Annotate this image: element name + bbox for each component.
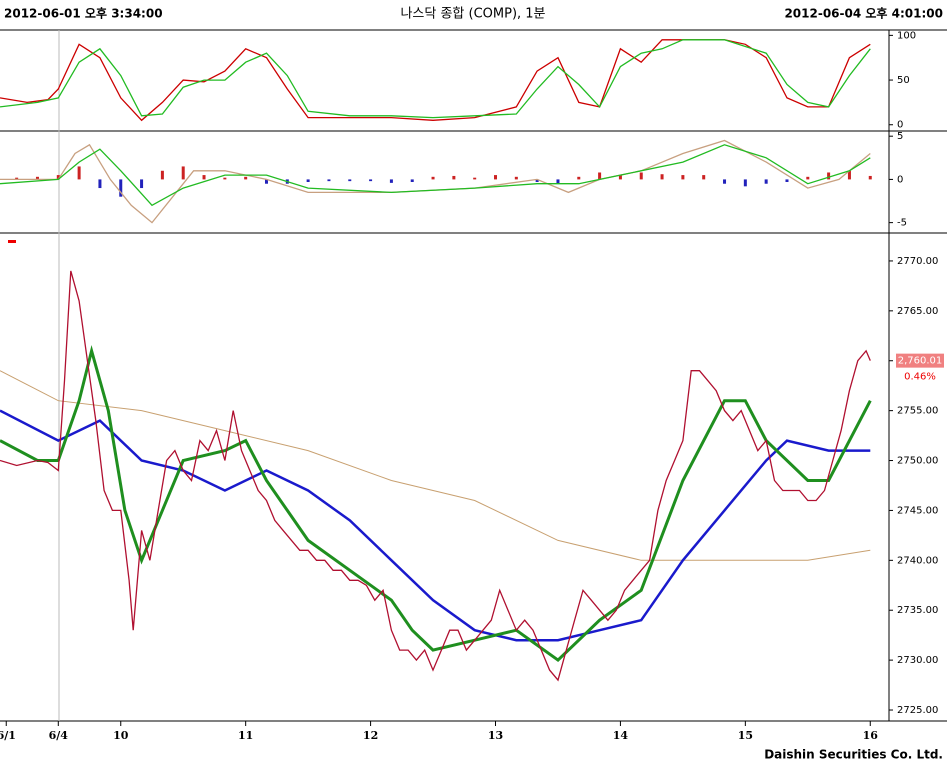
histogram-bar bbox=[806, 176, 810, 180]
line-series bbox=[0, 270, 871, 682]
line-series bbox=[0, 409, 871, 642]
histogram-bar bbox=[473, 177, 477, 180]
histogram-bar bbox=[452, 175, 456, 180]
x-tick-label: 10 bbox=[113, 729, 129, 742]
y-tick-label: 100 bbox=[897, 30, 916, 41]
y-tick-label: 2730.00 bbox=[897, 655, 938, 666]
line-series bbox=[0, 139, 871, 224]
y-tick-label: 2770.00 bbox=[897, 256, 938, 267]
histogram-bar bbox=[389, 179, 393, 183]
start-time: 2012-06-01 오후 3:34:00 bbox=[4, 6, 163, 21]
histogram-bar bbox=[223, 177, 227, 180]
x-tick-label: 16 bbox=[863, 729, 879, 742]
histogram-bar bbox=[56, 175, 60, 180]
histogram-bar bbox=[410, 179, 414, 182]
footer: Daishin Securities Co. Ltd. bbox=[764, 748, 943, 762]
histogram-bar bbox=[702, 175, 706, 180]
line-series bbox=[0, 144, 871, 207]
histogram-bar bbox=[98, 179, 102, 189]
histogram-bar bbox=[494, 175, 498, 180]
histogram-bar bbox=[743, 179, 747, 187]
histogram-bar bbox=[514, 176, 518, 180]
last-price-label: 2,760.01 bbox=[898, 356, 943, 367]
histogram-bar bbox=[431, 176, 435, 180]
histogram-bar bbox=[119, 179, 123, 197]
last-price-box bbox=[896, 353, 944, 368]
histogram-bar bbox=[577, 176, 581, 180]
histogram-bar bbox=[681, 175, 685, 180]
histogram-bar bbox=[140, 179, 144, 189]
line-series bbox=[0, 344, 872, 663]
histogram-bar bbox=[327, 179, 331, 182]
line-series bbox=[0, 39, 871, 119]
histogram-bar bbox=[535, 179, 539, 182]
y-tick-label: 5 bbox=[897, 131, 903, 142]
y-tick-label: 0 bbox=[897, 174, 903, 185]
x-tick-label: 13 bbox=[488, 729, 503, 742]
y-tick-label: 50 bbox=[897, 75, 910, 86]
histogram-bar bbox=[868, 175, 872, 180]
histogram-bar bbox=[847, 170, 851, 180]
y-tick-label: 2745.00 bbox=[897, 505, 938, 516]
histogram-bar bbox=[369, 179, 373, 182]
histogram-bar bbox=[348, 179, 352, 182]
histogram-bar bbox=[15, 177, 19, 180]
x-tick-label: 12 bbox=[363, 729, 378, 742]
histogram-bar bbox=[264, 179, 268, 184]
histogram-bar bbox=[77, 166, 81, 180]
line-series bbox=[0, 39, 871, 122]
histogram-bar bbox=[764, 179, 768, 184]
y-tick-label: 2735.00 bbox=[897, 605, 938, 616]
y-tick-label: -5 bbox=[897, 218, 907, 229]
x-tick-label: 6/4 bbox=[49, 729, 69, 742]
histogram-bar bbox=[660, 174, 664, 180]
x-tick-label: 15 bbox=[738, 729, 753, 742]
histogram-bar bbox=[785, 179, 789, 182]
histogram-bar bbox=[35, 176, 39, 180]
end-time: 2012-06-04 오후 4:01:00 bbox=[784, 6, 943, 21]
marker bbox=[8, 240, 16, 243]
histogram-bar bbox=[181, 166, 185, 180]
chart-title: 나스닥 종합 (COMP), 1분 bbox=[400, 7, 545, 22]
y-tick-label: 2725.00 bbox=[897, 705, 938, 716]
histogram-bar bbox=[244, 176, 248, 180]
histogram-bar bbox=[598, 172, 602, 180]
histogram-bar bbox=[639, 172, 643, 180]
x-tick-label: 11 bbox=[238, 729, 253, 742]
y-tick-label: 2750.00 bbox=[897, 456, 938, 467]
histogram-bar bbox=[306, 179, 310, 182]
y-tick-label: 0 bbox=[897, 120, 903, 131]
line-series bbox=[0, 370, 871, 561]
histogram-bar bbox=[827, 172, 831, 180]
x-tick-label: 6/1 bbox=[0, 729, 16, 742]
histogram-bar bbox=[202, 175, 206, 180]
y-tick-label: 2740.00 bbox=[897, 555, 938, 566]
histogram-bar bbox=[723, 179, 727, 184]
change-label: 0.46% bbox=[904, 372, 936, 383]
histogram-bar bbox=[618, 175, 622, 180]
histogram-bar bbox=[160, 170, 164, 180]
x-tick-label: 14 bbox=[613, 729, 629, 742]
y-tick-label: 2755.00 bbox=[897, 406, 938, 417]
y-tick-label: 2765.00 bbox=[897, 306, 938, 317]
histogram-bar bbox=[556, 179, 560, 184]
